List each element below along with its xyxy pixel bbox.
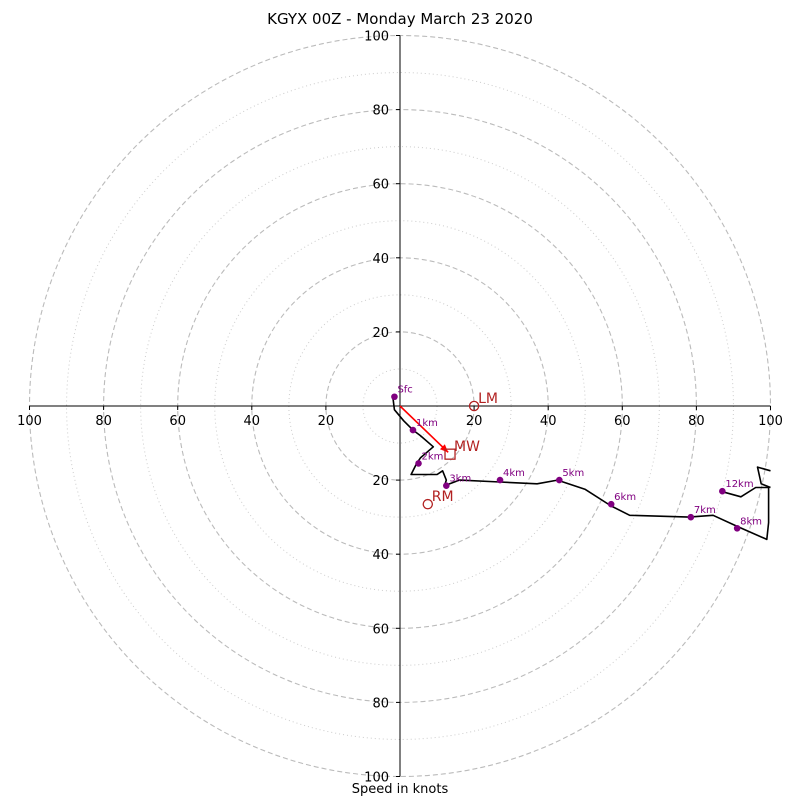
hodograph-line-tail [756, 466, 771, 489]
level-point-4km [496, 476, 504, 484]
lm-marker [468, 400, 480, 412]
x-tick-label: 40 [244, 414, 261, 429]
level-label-4km: 4km [503, 468, 525, 479]
x-tick-label: 20 [318, 414, 335, 429]
level-point-8km [733, 524, 741, 532]
chart-title: KGYX 00Z - Monday March 23 2020 [267, 10, 533, 28]
y-tick-label: 40 [372, 548, 389, 563]
y-tick-label: 100 [364, 771, 389, 786]
level-point-3km [443, 482, 450, 489]
y-tick-label: 80 [372, 104, 389, 119]
level-label-3km: 3km [449, 474, 471, 485]
x-tick-label: 100 [758, 414, 783, 429]
mean-wind-vector [399, 405, 449, 453]
storm-motion-markers: LM RM MW [422, 391, 498, 510]
level-point-7km [687, 513, 695, 521]
level-label-8km: 8km [740, 516, 762, 527]
y-tick-label: 20 [372, 474, 389, 489]
mw-marker [444, 448, 456, 460]
level-label-2km: 2km [422, 451, 444, 462]
mean-wind-arrow-head [439, 444, 449, 453]
x-tick-label: 20 [466, 414, 483, 429]
level-label-sfc: Sfc [397, 385, 412, 396]
y-tick-label: 100 [364, 30, 389, 45]
x-tick-label: 60 [614, 414, 631, 429]
speed-axis-label: Speed in knots [351, 782, 449, 797]
level-point-sfc [391, 393, 398, 401]
y-tick-label: 60 [372, 622, 389, 637]
mw-label: MW [454, 439, 480, 455]
height-levels: Sfc 1km 2km 3km 4km 5km 6km 7km 8km 12km [391, 385, 762, 532]
level-label-6km: 6km [614, 492, 636, 503]
tick-labels: 20 100 20 20 40 80 40 40 60 60 60 60 80 40 80 80 100 20 10… [17, 30, 783, 786]
x-tick-label: 100 [17, 414, 42, 429]
level-point-2km [415, 460, 422, 467]
rm-marker [422, 498, 434, 510]
level-label-12km: 12km [725, 479, 753, 490]
level-label-7km: 7km [694, 505, 716, 516]
x-tick-label: 80 [688, 414, 705, 429]
y-tick-label: 40 [372, 252, 389, 267]
x-tick-label: 80 [95, 414, 112, 429]
x-tick-label: 40 [540, 414, 557, 429]
y-tick-label: 60 [372, 178, 389, 193]
level-point-1km [409, 426, 417, 434]
level-point-6km [607, 500, 615, 508]
level-label-5km: 5km [562, 468, 584, 479]
y-tick-label: 80 [372, 696, 389, 711]
rm-label: RM [432, 489, 454, 505]
x-tick-label: 60 [169, 414, 186, 429]
y-tick-label: 20 [372, 326, 389, 341]
level-point-12km [719, 487, 726, 495]
mean-wind-arrow-shaft [399, 405, 449, 453]
level-point-5km [556, 476, 563, 484]
level-label-1km: 1km [416, 418, 438, 429]
lm-label: LM [478, 391, 498, 407]
